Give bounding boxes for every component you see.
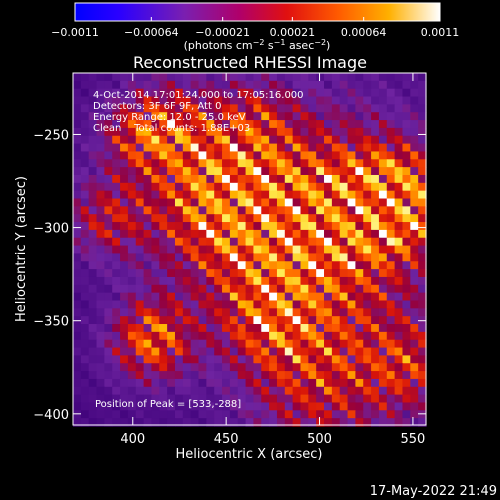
x-tick-label: 400 [120, 432, 145, 447]
colorbar-tick-label: 0.00021 [270, 26, 316, 39]
annotation-time-range: 4-Oct-2014 17:01:24.000 to 17:05:16.000 [93, 90, 304, 101]
x-tick-label: 550 [401, 432, 426, 447]
colorbar-tick-label: 0.0011 [421, 26, 460, 39]
y-tick-label: −400 [33, 408, 69, 423]
x-tick-label: 450 [214, 432, 239, 447]
heatmap-image [73, 73, 427, 427]
colorbar-unit-label: (photons cm−2 s−1 asec−2) [184, 38, 331, 52]
annotation-detectors: Detectors: 3F 6F 9F, Att 0 [93, 101, 221, 112]
annotation-counts: Clean Total counts: 1.88E+03 [93, 123, 250, 134]
colorbar-ticks: −0.0011 −0.00064 −0.00021 0.00021 0.00064 0.0… [51, 17, 459, 39]
annotation-peak-position: Position of Peak = [533,-288] [95, 399, 241, 410]
chart-title: Reconstructed RHESSI Image [133, 53, 367, 72]
y-tick-label: −350 [33, 315, 69, 330]
x-tick-label: 500 [307, 432, 332, 447]
timestamp: 17-May-2022 21:49 [370, 484, 497, 499]
plot-frame [72, 72, 427, 426]
y-tick-label: −250 [33, 128, 69, 143]
colorbar-tick-label: −0.00064 [124, 26, 179, 39]
y-tick-label: −300 [33, 222, 69, 237]
annotation-energy-range: Energy Range: 12.0 - 25.0 keV [93, 112, 246, 123]
x-axis-label: Heliocentric X (arcsec) [176, 447, 323, 462]
colorbar-tick-label: −0.00021 [195, 26, 250, 39]
y-axis-label: Heliocentric Y (arcsec) [14, 176, 29, 322]
colorbar-tick-label: −0.0011 [51, 26, 99, 39]
axis-ticks: 400 450 500 550 −250 −300 −350 −400 [33, 73, 426, 447]
colorbar-tick-label: 0.00064 [341, 26, 387, 39]
colorbar [74, 2, 441, 22]
